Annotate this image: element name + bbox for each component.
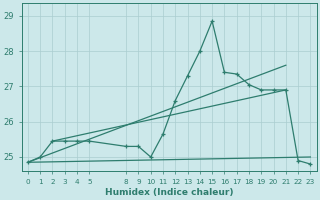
X-axis label: Humidex (Indice chaleur): Humidex (Indice chaleur) <box>105 188 233 197</box>
